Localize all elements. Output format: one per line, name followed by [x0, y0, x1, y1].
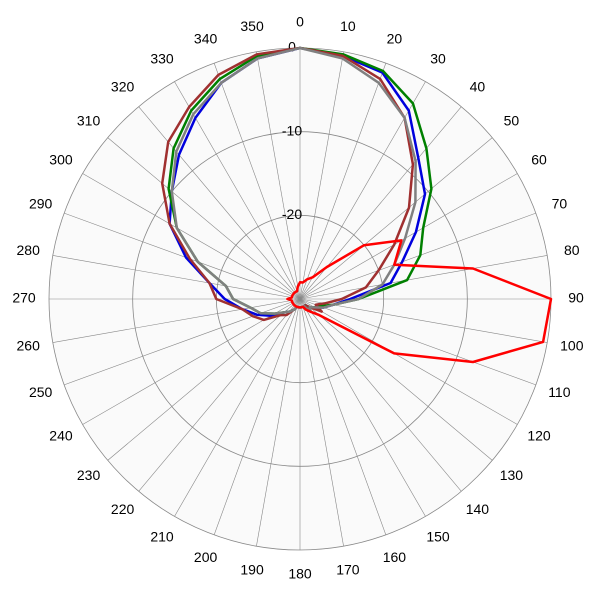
spoke-grid-line: [299, 298, 536, 386]
r-tick-label: -10: [282, 122, 302, 138]
angle-tick-label: 320: [111, 78, 135, 94]
angle-tick-label: 110: [548, 384, 571, 400]
angle-tick-label: 230: [77, 467, 101, 483]
spoke-grid-line: [299, 63, 387, 300]
angle-tick-label: 160: [383, 549, 407, 565]
angle-tick-label: 300: [49, 152, 73, 168]
angle-tick-label: 170: [336, 562, 360, 578]
angle-tick-label: 80: [564, 242, 580, 258]
pattern-line: [286, 239, 553, 364]
angle-tick-label: 260: [17, 338, 41, 354]
spoke-grid-line: [299, 173, 518, 300]
angle-tick-label: 250: [29, 384, 53, 400]
spoke-grid-line: [299, 298, 344, 547]
angle-tick-label: 270: [12, 290, 36, 306]
angle-tick-label: 310: [77, 112, 101, 128]
angle-tick-label: 240: [49, 428, 73, 444]
spoke-grid-line: [299, 298, 518, 425]
angle-tick-label: 340: [194, 30, 218, 46]
spoke-grid-line: [213, 298, 301, 535]
angle-tick-label: 100: [560, 338, 584, 354]
angle-tick-label: 120: [527, 428, 551, 444]
spoke-grid-line: [107, 137, 301, 300]
angle-tick-label: 30: [430, 51, 446, 67]
angle-tick-label: 200: [194, 549, 218, 565]
spoke-grid-line: [82, 173, 301, 300]
angle-tick-label: 210: [150, 529, 174, 545]
angle-tick-label: 190: [240, 562, 264, 578]
spoke-grid-line: [64, 212, 301, 300]
spoke-grid-line: [52, 298, 301, 343]
angle-tick-label: 40: [470, 78, 486, 94]
angle-tick-label: 140: [466, 501, 490, 517]
angle-tick-label: 20: [387, 30, 403, 46]
spoke-grid-line: [138, 298, 301, 492]
ring-grid-line: [132, 131, 468, 467]
spoke-grid-line: [299, 298, 426, 517]
r-tick-label: 0: [288, 39, 296, 55]
angle-tick-label: 220: [111, 501, 135, 517]
spoke-grid-line: [138, 106, 301, 300]
angle-tick-label: 90: [568, 290, 584, 306]
angle-tick-label: 130: [500, 467, 524, 483]
angle-tick-label: 290: [29, 195, 53, 211]
spoke-grid-line: [256, 51, 301, 300]
spoke-grid-line: [299, 298, 493, 461]
spoke-grid-line: [299, 298, 387, 535]
spoke-grid-line: [299, 255, 548, 300]
spoke-grid-line: [256, 298, 301, 547]
spoke-grid-line: [174, 298, 301, 517]
angle-tick-label: 350: [240, 18, 264, 34]
angle-tick-label: 70: [552, 195, 568, 211]
spoke-grid-line: [52, 255, 301, 300]
angle-tick-label: 0: [296, 14, 304, 30]
angle-tick-label: 330: [150, 51, 174, 67]
spoke-grid-line: [299, 137, 493, 300]
angle-tick-label: 10: [340, 18, 356, 34]
angle-tick-label: 60: [531, 152, 547, 168]
spoke-grid-line: [299, 51, 344, 300]
spoke-grid-line: [107, 298, 301, 461]
spoke-grid-line: [299, 298, 462, 492]
angle-tick-label: 280: [17, 242, 41, 258]
angle-tick-label: 150: [426, 529, 450, 545]
spoke-grid-line: [299, 212, 536, 300]
spoke-grid-line: [213, 63, 301, 300]
angle-tick-label: 180: [288, 566, 312, 582]
spoke-grid-line: [299, 298, 548, 343]
r-tick-label: -20: [282, 206, 302, 222]
angle-tick-label: 50: [504, 112, 520, 128]
